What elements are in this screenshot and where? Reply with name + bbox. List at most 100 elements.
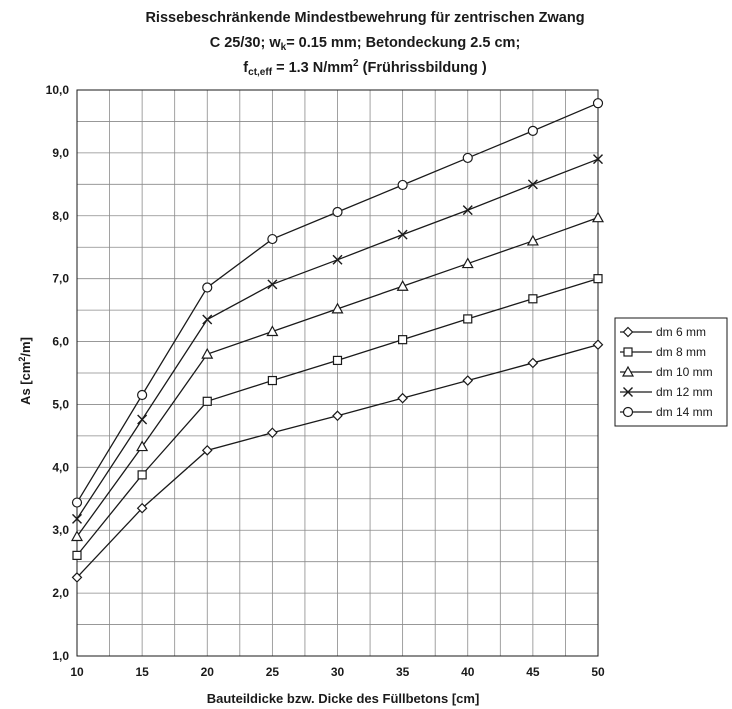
x-tick-label: 30 bbox=[331, 665, 345, 679]
y-tick-label: 8,0 bbox=[52, 209, 69, 223]
data-point bbox=[527, 125, 538, 136]
legend-label: dm 6 mm bbox=[656, 325, 706, 339]
data-point bbox=[527, 357, 539, 369]
legend-swatch-marker bbox=[622, 326, 634, 338]
y-axis-label-post: /m] bbox=[18, 337, 33, 357]
data-point bbox=[593, 274, 603, 284]
data-point bbox=[71, 497, 83, 508]
y-axis-label-pre: As [cm bbox=[18, 362, 33, 405]
data-point bbox=[267, 279, 278, 290]
data-point bbox=[397, 229, 408, 240]
data-point bbox=[332, 254, 343, 265]
series-2 bbox=[72, 274, 603, 560]
x-tick-label: 10 bbox=[70, 665, 84, 679]
plot-frame bbox=[76, 89, 599, 657]
data-point bbox=[462, 205, 473, 216]
data-point bbox=[137, 389, 148, 401]
y-axis-label: As [cm2/m] bbox=[17, 337, 33, 405]
data-point bbox=[201, 347, 214, 359]
data-point bbox=[528, 294, 538, 304]
legend-label: dm 12 mm bbox=[656, 385, 713, 399]
data-point bbox=[332, 410, 343, 422]
data-point bbox=[398, 335, 408, 345]
data-point bbox=[71, 572, 83, 583]
x-tick-label: 35 bbox=[396, 665, 410, 679]
y-tick-label: 2,0 bbox=[52, 586, 69, 600]
legend-entry: dm 10 mm bbox=[620, 365, 713, 379]
data-point bbox=[267, 427, 278, 439]
chart-title-line1: Rissebeschränkende Mindestbewehrung für … bbox=[145, 10, 584, 26]
data-point bbox=[267, 233, 278, 245]
y-tick-label: 9,0 bbox=[52, 146, 69, 160]
chart-title-line2: C 25/30; wk= 0.15 mm; Betondeckung 2.5 c… bbox=[210, 35, 521, 53]
data-point bbox=[267, 375, 277, 386]
series-4 bbox=[72, 154, 603, 524]
title-line3-pre: f bbox=[243, 60, 248, 76]
data-point bbox=[137, 470, 147, 480]
data-point bbox=[136, 502, 148, 514]
data-point bbox=[461, 257, 474, 269]
data-point bbox=[526, 234, 539, 246]
legend-label: dm 10 mm bbox=[656, 365, 713, 379]
legend-entry: dm 8 mm bbox=[620, 345, 706, 359]
data-point bbox=[527, 179, 538, 190]
data-point bbox=[202, 314, 213, 325]
data-point bbox=[397, 392, 408, 404]
data-point bbox=[70, 530, 84, 542]
y-tick-label: 3,0 bbox=[52, 523, 69, 537]
data-point bbox=[136, 440, 149, 452]
data-point bbox=[332, 206, 343, 218]
x-tick-labels: 10 15 20 25 30 35 40 45 50 bbox=[70, 665, 605, 679]
data-point bbox=[462, 152, 473, 164]
series-1 bbox=[71, 339, 604, 583]
y-tick-label: 4,0 bbox=[52, 460, 69, 474]
legend-swatch-marker bbox=[622, 406, 634, 418]
y-tick-label: 6,0 bbox=[52, 335, 69, 349]
legend-label: dm 14 mm bbox=[656, 405, 713, 419]
data-point bbox=[592, 339, 604, 351]
title-line3-sub: ct,eff bbox=[248, 67, 273, 78]
data-point bbox=[201, 445, 213, 456]
y-tick-labels: 1,0 2,0 3,0 4,0 5,0 6,0 7,0 8,0 9,0 10,0 bbox=[46, 83, 70, 663]
data-point bbox=[266, 325, 279, 337]
y-tick-label: 7,0 bbox=[52, 272, 69, 286]
series-3 bbox=[70, 211, 605, 542]
legend-swatch-marker bbox=[623, 347, 633, 357]
legend-label: dm 8 mm bbox=[656, 345, 706, 359]
data-point bbox=[331, 302, 344, 314]
series-5 bbox=[71, 98, 604, 508]
title-line3-mid: = 1.3 N/mm bbox=[272, 60, 353, 76]
legend-entry: dm 6 mm bbox=[620, 325, 706, 339]
data-point bbox=[72, 513, 82, 524]
data-point bbox=[137, 414, 148, 425]
data-point bbox=[462, 375, 474, 386]
title-line3-sup: 2 bbox=[353, 58, 359, 69]
y-tick-label: 1,0 bbox=[52, 649, 69, 663]
title-line3-post: (Frührissbildung ) bbox=[359, 60, 487, 76]
data-point bbox=[463, 314, 473, 324]
title-line2-sub: k bbox=[281, 42, 287, 53]
x-tick-label: 25 bbox=[266, 665, 280, 679]
y-tick-label: 10,0 bbox=[46, 83, 70, 97]
data-point bbox=[332, 355, 343, 366]
x-tick-label: 50 bbox=[591, 665, 605, 679]
data-point bbox=[72, 550, 82, 560]
data-point bbox=[592, 98, 604, 109]
data-point bbox=[202, 282, 213, 293]
y-axis-label-sup: 2 bbox=[17, 357, 27, 362]
x-tick-label: 45 bbox=[526, 665, 540, 679]
title-line2-post: = 0.15 mm; Betondeckung 2.5 cm; bbox=[286, 35, 520, 51]
series bbox=[70, 98, 605, 583]
legend: dm 6 mm dm 8 mm dm 10 mm dm 12 mm dm 14 mm bbox=[614, 317, 728, 427]
data-point bbox=[396, 279, 409, 291]
x-tick-label: 20 bbox=[201, 665, 215, 679]
data-point bbox=[591, 211, 605, 223]
legend-entry: dm 12 mm bbox=[620, 385, 713, 399]
legend-swatch-marker bbox=[623, 387, 633, 397]
legend-swatch-marker bbox=[621, 365, 635, 377]
chart-title-line3: fct,eff = 1.3 N/mm2 (Frührissbildung ) bbox=[243, 58, 487, 78]
x-tick-label: 15 bbox=[135, 665, 149, 679]
x-tick-label: 40 bbox=[461, 665, 475, 679]
data-point bbox=[397, 179, 408, 191]
